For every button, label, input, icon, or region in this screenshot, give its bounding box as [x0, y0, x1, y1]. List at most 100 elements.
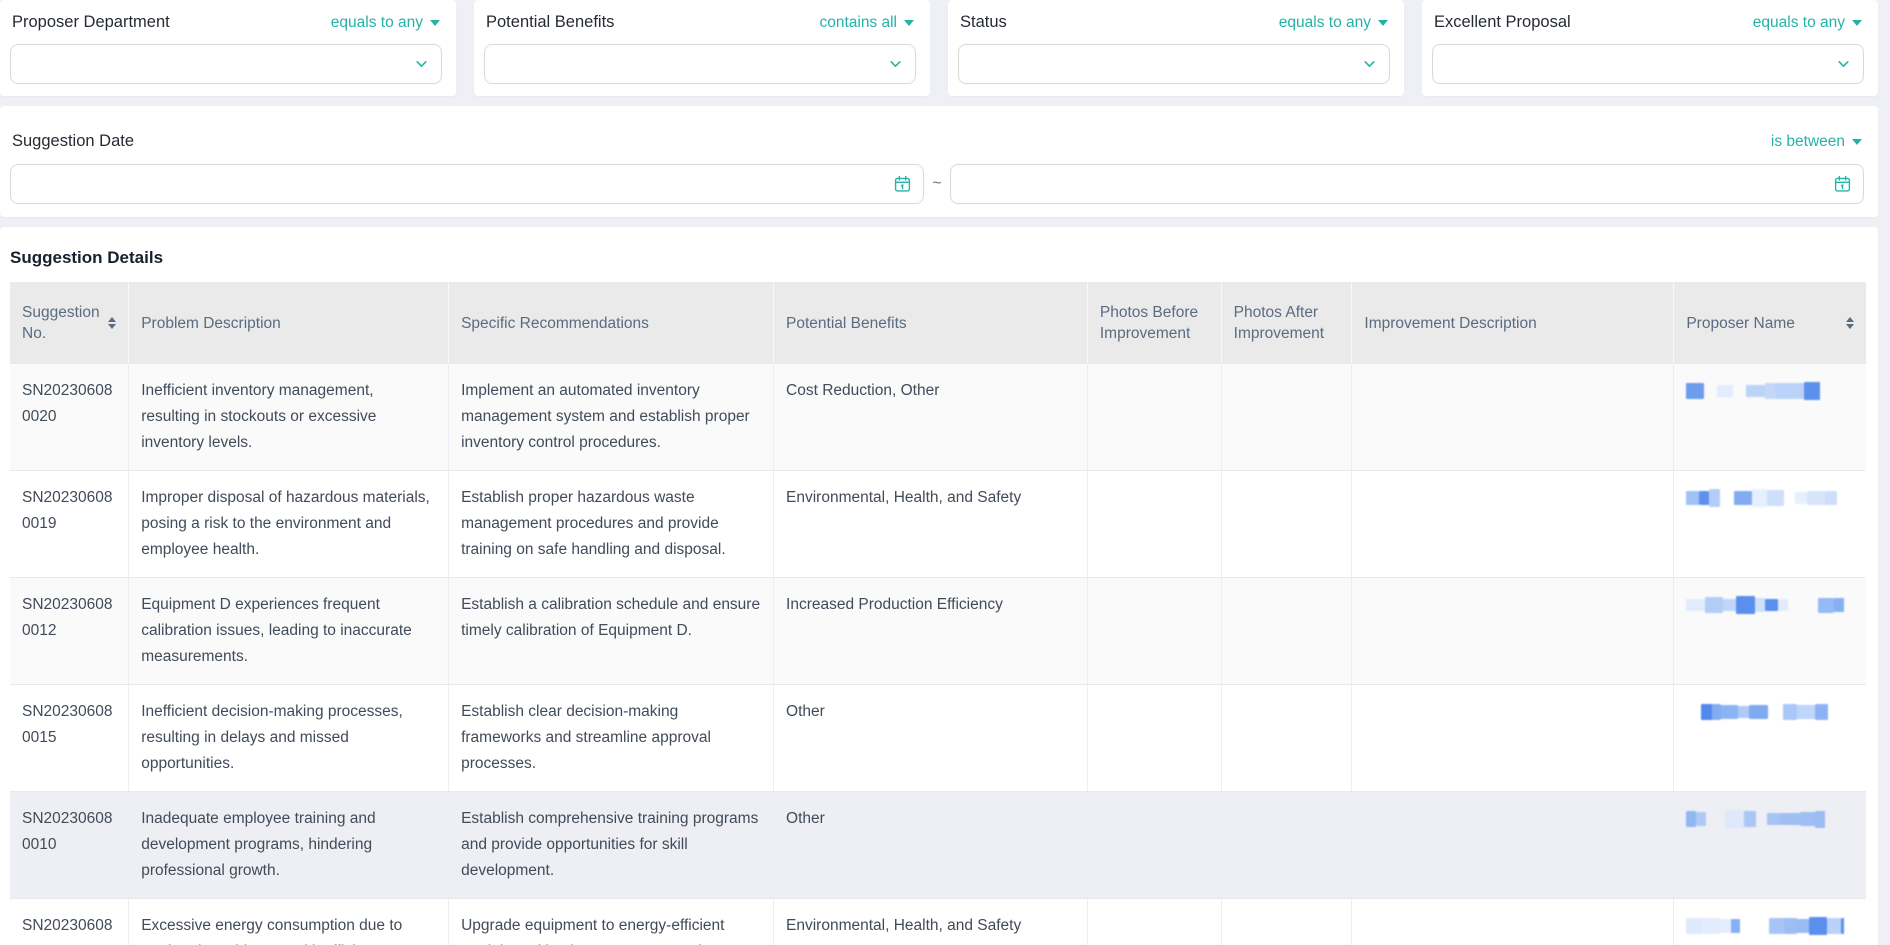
redaction-pixel-block	[1815, 704, 1829, 720]
cell-suggestion-no: SN202306080020	[10, 364, 129, 471]
caret-down-icon	[904, 19, 914, 26]
redacted-proposer-name	[1686, 917, 1845, 935]
filter-label: Proposer Department	[12, 13, 170, 31]
filter-card-proposer-department: Proposer Department equals to any	[0, 0, 456, 96]
caret-down-icon	[1852, 138, 1862, 145]
redaction-pixel-block	[1722, 598, 1737, 612]
cell-potential-benefits: Other	[773, 791, 1088, 899]
cell-potential-benefits: Environmental, Health, and Safety	[773, 898, 1088, 945]
cell-photos-before-improvement	[1086, 791, 1222, 899]
filter-operator-dropdown[interactable]: equals to any	[331, 14, 440, 32]
filter-operator-dropdown[interactable]: equals to any	[1279, 14, 1388, 32]
redaction-pixel-block	[1686, 383, 1704, 399]
cell-problem-description: Inefficient decision-making processes, r…	[128, 684, 449, 792]
filter-operator-dropdown[interactable]: contains all	[819, 14, 914, 32]
filter-card-status: Status equals to any	[948, 0, 1404, 96]
redaction-pixel-block	[1833, 598, 1845, 612]
redaction-pixel-block	[1686, 598, 1706, 612]
redaction-pixel-block	[1796, 918, 1810, 934]
date-start-input[interactable]	[10, 164, 925, 204]
filter-operator-dropdown[interactable]: equals to any	[1753, 14, 1862, 32]
redaction-pixel-block	[1743, 811, 1757, 827]
filter-operator-label: equals to any	[330, 13, 423, 31]
redaction-pixel-block	[1766, 812, 1781, 826]
redaction-pixel-block	[1825, 490, 1838, 506]
filter-label: Excellent Proposal	[1434, 13, 1571, 31]
cell-photos-before-improvement	[1086, 898, 1222, 945]
redaction-pixel-block	[1768, 918, 1784, 934]
redaction-pixel-block	[1768, 704, 1783, 720]
filter-select[interactable]	[484, 44, 916, 84]
redaction-pixel-block	[1814, 810, 1825, 828]
redaction-pixel-block	[1686, 490, 1700, 506]
redaction-pixel-block	[1736, 596, 1755, 614]
sort-icon[interactable]	[1846, 317, 1854, 329]
redaction-pixel-block	[1700, 703, 1712, 721]
table-row: SN202306080010 Inadequate employee traini…	[10, 791, 1866, 899]
cell-photos-before-improvement	[1086, 364, 1222, 471]
redaction-pixel-block	[1788, 599, 1799, 611]
redaction-pixel-block	[1752, 489, 1767, 507]
redaction-pixel-block	[1799, 812, 1815, 826]
column-header-label: Proposer Name	[1686, 314, 1795, 332]
cell-proposer-name	[1673, 684, 1866, 792]
redaction-pixel-block	[1820, 384, 1830, 397]
filter-select[interactable]	[1432, 44, 1864, 84]
redaction-pixel-block	[1695, 811, 1707, 827]
cell-photos-after-improvement	[1220, 684, 1352, 792]
redaction-pixel-block	[1782, 704, 1798, 720]
cell-suggestion-no: SN202306080012	[10, 577, 129, 685]
column-header-suggestion-no[interactable]: Suggestion No.	[10, 282, 129, 364]
date-operator-dropdown[interactable]: is between	[1771, 133, 1862, 151]
date-filter-label: Suggestion Date	[12, 132, 135, 150]
cell-proposer-name	[1673, 470, 1866, 578]
cell-specific-recommendations: Establish proper hazardous waste managem…	[448, 470, 774, 578]
redaction-pixel-block	[1780, 812, 1800, 826]
filter-select[interactable]	[958, 44, 1390, 84]
redaction-pixel-block	[1756, 811, 1767, 827]
sort-descending-icon	[108, 324, 117, 329]
date-end-input[interactable]	[949, 164, 1864, 204]
cell-specific-recommendations: Upgrade equipment to energy-efficient mo…	[448, 898, 774, 945]
caret-down-icon	[1852, 19, 1862, 26]
redaction-pixel-block	[1766, 489, 1785, 507]
filter-select[interactable]	[10, 44, 442, 84]
suggestion-table: Suggestion No. Problem Description Speci…	[10, 282, 1866, 945]
redaction-pixel-block	[1720, 491, 1734, 505]
redaction-pixel-block	[1686, 703, 1700, 721]
date-range-separator: ~	[932, 175, 942, 192]
redaction-pixel-block	[1717, 384, 1734, 398]
table-body: SN202306080020 Inefficient inventory mana…	[10, 364, 1866, 945]
redacted-proposer-name	[1686, 596, 1845, 614]
filter-operator-label: equals to any	[1278, 13, 1371, 31]
cell-photos-after-improvement	[1220, 791, 1352, 899]
calendar-icon[interactable]	[894, 175, 911, 193]
redaction-pixel-block	[1792, 382, 1805, 400]
redaction-pixel-block	[1837, 490, 1844, 507]
table-row: SN202306080012 Equipment D experiences fr…	[10, 577, 1866, 685]
cell-specific-recommendations: Establish a calibration schedule and ens…	[448, 577, 774, 685]
cell-proposer-name	[1673, 898, 1866, 945]
redacted-proposer-name	[1686, 810, 1844, 828]
redaction-pixel-block	[1733, 383, 1746, 399]
column-header-problem-description: Problem Description	[128, 282, 449, 364]
redaction-pixel-block	[1765, 598, 1779, 612]
redaction-pixel-block	[1783, 917, 1797, 935]
cell-photos-after-improvement	[1220, 364, 1352, 471]
redaction-pixel-block	[1828, 706, 1841, 718]
redaction-pixel-block	[1748, 704, 1768, 720]
sort-icon[interactable]	[108, 317, 117, 329]
redaction-pixel-block	[1809, 917, 1828, 935]
calendar-icon[interactable]	[1834, 175, 1851, 193]
column-header-proposer-name[interactable]: Proposer Name	[1673, 282, 1866, 364]
chevron-down-icon	[888, 57, 903, 72]
cell-problem-description: Equipment D experiences frequent calibra…	[128, 577, 449, 685]
column-header-label: Problem Description	[141, 314, 281, 332]
redaction-pixel-block	[1764, 383, 1776, 399]
column-header-label: Improvement Description	[1364, 314, 1537, 332]
redaction-pixel-block	[1686, 810, 1696, 828]
cell-improvement-description	[1351, 791, 1674, 899]
filter-operator-label: contains all	[819, 13, 897, 31]
cell-improvement-description	[1351, 898, 1674, 945]
